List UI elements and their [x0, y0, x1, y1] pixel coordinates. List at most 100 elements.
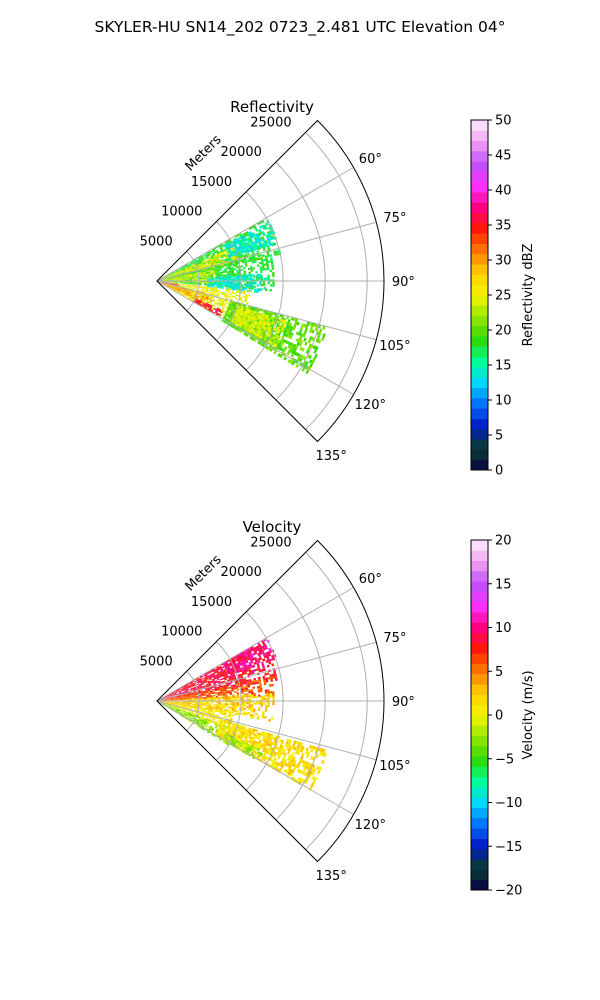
- echo-bin: [218, 703, 221, 705]
- echo-bin: [219, 259, 223, 262]
- echo-bin: [195, 298, 198, 301]
- echo-bin: [194, 259, 197, 262]
- echo-bin: [267, 330, 271, 335]
- echo-bin: [240, 246, 244, 250]
- echo-bin: [248, 247, 252, 251]
- echo-bin: [178, 283, 181, 284]
- echo-bin: [258, 314, 262, 318]
- echo-bin: [177, 291, 180, 294]
- echo-bin: [184, 293, 187, 296]
- echo-bin: [248, 231, 252, 235]
- echo-bin: [185, 277, 188, 279]
- echo-bin: [180, 696, 183, 698]
- echo-bin: [279, 344, 284, 348]
- echo-bin: [215, 308, 219, 312]
- echo-bin: [219, 277, 222, 280]
- echo-bin: [161, 698, 164, 700]
- echo-bin: [214, 292, 218, 294]
- echo-bin: [199, 679, 202, 681]
- echo-bin: [189, 693, 192, 695]
- echo-bin: [180, 277, 183, 278]
- echo-bin: [258, 332, 262, 336]
- echo-bin: [312, 357, 317, 362]
- echo-bin: [170, 698, 174, 699]
- echo-bin: [168, 279, 172, 281]
- echo-bin: [235, 667, 239, 670]
- echo-bin: [322, 333, 326, 338]
- echo-bin: [267, 693, 270, 696]
- echo-bin: [174, 274, 178, 276]
- echo-bin: [233, 295, 236, 298]
- echo-bin: [208, 703, 212, 706]
- echo-bin: [253, 702, 256, 705]
- echo-bin: [235, 242, 239, 245]
- echo-bin: [259, 324, 263, 328]
- echo-bin: [233, 326, 237, 330]
- echo-bin: [233, 264, 236, 267]
- echo-bin: [171, 282, 174, 284]
- echo-bin: [198, 273, 202, 275]
- echo-bin: [169, 694, 173, 696]
- echo-bin: [175, 290, 179, 292]
- echo-bin: [291, 346, 296, 351]
- echo-bin: [217, 674, 221, 677]
- echo-bin: [237, 321, 241, 325]
- echo-bin: [226, 267, 229, 270]
- echo-bin: [232, 308, 235, 311]
- echo-bin: [186, 690, 189, 693]
- echo-bin: [182, 279, 186, 280]
- echo-bin: [262, 702, 266, 705]
- echo-bin: [247, 673, 250, 676]
- echo-bin: [188, 291, 191, 294]
- echo-bin: [173, 697, 176, 699]
- echo-bin: [218, 696, 221, 698]
- echo-bin: [242, 686, 246, 689]
- echo-bin: [224, 689, 227, 691]
- echo-bin: [234, 665, 238, 668]
- echo-bin: [214, 258, 217, 261]
- echo-bin: [180, 699, 183, 700]
- echo-bin: [253, 338, 257, 342]
- colorbar-segment: [471, 397, 488, 409]
- echo-bin: [198, 684, 202, 687]
- echo-bin: [262, 226, 266, 230]
- echo-bin: [180, 703, 183, 705]
- echo-bin: [259, 687, 263, 691]
- echo-bin: [168, 276, 171, 278]
- echo-bin: [259, 342, 263, 346]
- colorbar-segment: [471, 418, 488, 430]
- echo-bin: [247, 685, 251, 688]
- echo-bin: [251, 655, 255, 659]
- echo-bin: [196, 678, 199, 681]
- echo-bin: [177, 693, 180, 695]
- echo-bin: [215, 261, 218, 264]
- echo-bin: [167, 275, 171, 277]
- echo-bin: [165, 282, 169, 283]
- echo-bin: [245, 276, 248, 279]
- echo-bin: [234, 318, 238, 321]
- echo-bin: [213, 257, 217, 260]
- echo-bin: [239, 679, 242, 682]
- echo-bin: [167, 274, 170, 276]
- echo-bin: [251, 337, 255, 341]
- echo-bin: [227, 262, 231, 265]
- echo-bin: [161, 699, 164, 701]
- echo-bin: [180, 290, 184, 292]
- echo-bin: [213, 676, 217, 679]
- echo-bin: [208, 257, 212, 260]
- echo-bin: [264, 335, 268, 339]
- echo-bin: [244, 663, 248, 667]
- echo-bin: [198, 694, 202, 696]
- echo-bin: [258, 702, 261, 705]
- echo-bin: [168, 277, 171, 279]
- echo-bin: [305, 349, 310, 354]
- echo-bin: [317, 339, 322, 344]
- echo-bin: [273, 242, 277, 246]
- echo-bin: [213, 696, 216, 699]
- echo-bin: [222, 699, 226, 701]
- echo-bin: [204, 680, 208, 682]
- echo-bin: [272, 281, 275, 285]
- echo-bin: [250, 235, 254, 239]
- echo-bin: [191, 273, 195, 276]
